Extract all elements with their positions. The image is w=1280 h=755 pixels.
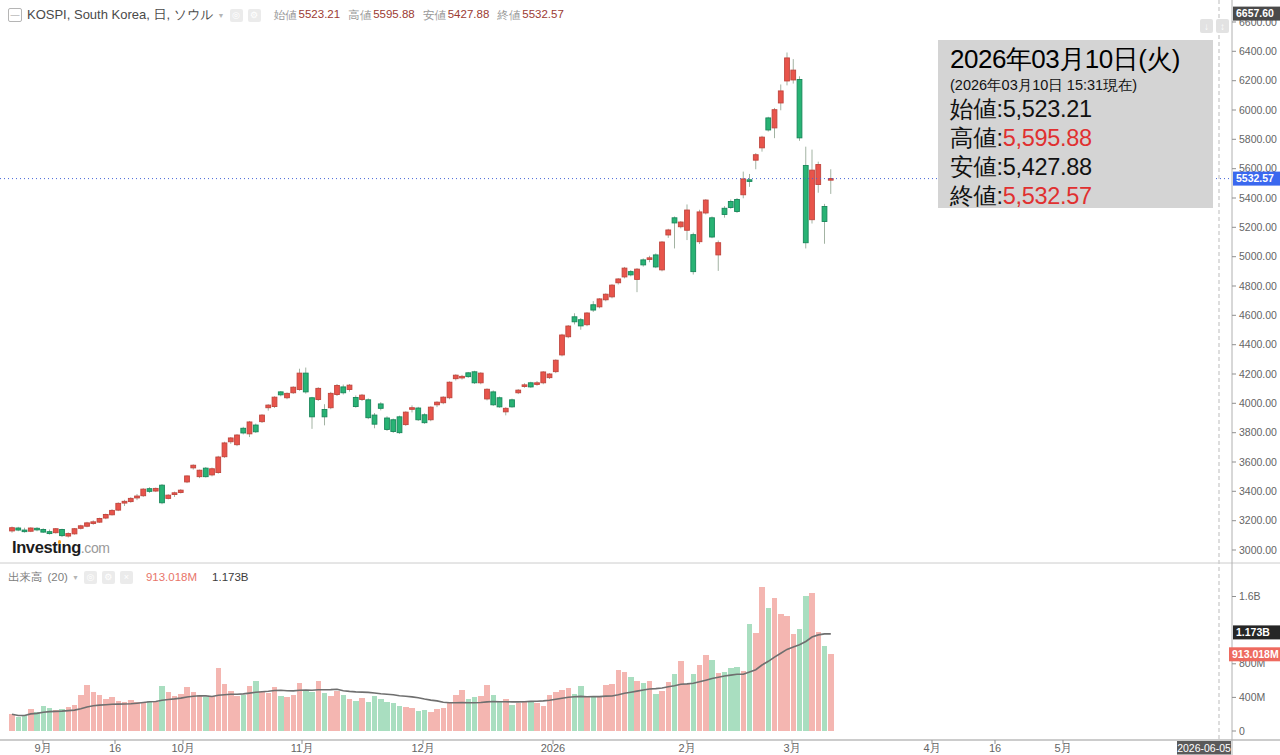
info-ohlc-row: 終値:5,532.57: [950, 182, 1207, 208]
gear-icon[interactable]: ⚙: [248, 9, 261, 22]
svg-text:1.6B: 1.6B: [1239, 590, 1261, 602]
investing-logo: Investıng.com: [12, 538, 110, 557]
svg-text:5月: 5月: [1054, 742, 1071, 754]
svg-text:6000.00: 6000.00: [1239, 104, 1277, 116]
svg-text:9月: 9月: [34, 742, 51, 754]
volume-indicator-label[interactable]: 出来高: [8, 570, 43, 585]
svg-text:3800.00: 3800.00: [1239, 426, 1277, 438]
svg-text:2026-06-05: 2026-06-05: [1177, 742, 1231, 754]
svg-text:2026: 2026: [541, 742, 565, 754]
chevron-down-icon[interactable]: ▼: [72, 574, 79, 581]
svg-text:6400.00: 6400.00: [1239, 45, 1277, 57]
collapse-pane-icon[interactable]: —: [8, 8, 22, 22]
svg-text:3600.00: 3600.00: [1239, 456, 1277, 468]
svg-text:5400.00: 5400.00: [1239, 192, 1277, 204]
axis-price-badge: 6657.60: [1233, 7, 1280, 21]
header-ohlc-pair: 終値5532.57: [497, 8, 564, 23]
gear-icon[interactable]: ⚙: [102, 571, 115, 584]
svg-text:11月: 11月: [291, 742, 313, 754]
svg-text:5532.57: 5532.57: [1236, 172, 1274, 184]
axis-date-badge: 2026-06-05: [1177, 741, 1231, 755]
svg-text:1.173B: 1.173B: [1236, 626, 1270, 638]
volume-ma-value: 1.173B: [212, 571, 248, 583]
svg-text:12月: 12月: [411, 742, 434, 754]
svg-text:5000.00: 5000.00: [1239, 250, 1277, 262]
info-ohlc-row: 高値:5,595.88: [950, 124, 1207, 153]
svg-text:400M: 400M: [1239, 691, 1265, 703]
scroll-reset-icon[interactable]: ↕: [1216, 19, 1229, 33]
svg-text:2月: 2月: [678, 742, 695, 754]
info-date-subtitle: (2026年03月10日 15:31現在): [950, 76, 1207, 95]
volume-indicator-header: 出来高 (20) ▼ ◎ ⚙ × 913.018M 1.173B: [8, 569, 249, 585]
svg-text:6200.00: 6200.00: [1239, 74, 1277, 86]
svg-text:5800.00: 5800.00: [1239, 133, 1277, 145]
svg-text:3月: 3月: [783, 742, 800, 754]
svg-text:3400.00: 3400.00: [1239, 485, 1277, 497]
svg-text:4400.00: 4400.00: [1239, 338, 1277, 350]
svg-text:4600.00: 4600.00: [1239, 309, 1277, 321]
svg-text:913.018M: 913.018M: [1232, 648, 1279, 660]
svg-text:10月: 10月: [171, 742, 194, 754]
volume-indicator-param: (20): [48, 571, 68, 583]
eye-icon[interactable]: ◎: [84, 571, 97, 584]
svg-text:6657.60: 6657.60: [1236, 7, 1274, 19]
axis-price-badge: 1.173B: [1233, 625, 1280, 639]
info-date-title: 2026年03月10日(火): [950, 42, 1207, 76]
info-ohlc-row: 安値:5,427.88: [950, 153, 1207, 182]
svg-text:3000.00: 3000.00: [1239, 544, 1277, 556]
info-ohlc-row: 始値:5,523.21: [950, 95, 1207, 124]
svg-text:4200.00: 4200.00: [1239, 368, 1277, 380]
svg-text:16: 16: [109, 742, 121, 754]
svg-text:3200.00: 3200.00: [1239, 514, 1277, 526]
header-ohlc-values: 始値5523.21 高値5595.88 安値5427.88 終値5532.57: [266, 7, 564, 23]
axis-price-badge: 913.018M: [1229, 647, 1280, 661]
ohlc-info-panel: 2026年03月10日(火) (2026年03月10日 15:31現在) 始値:…: [938, 40, 1213, 208]
svg-text:0: 0: [1239, 725, 1245, 737]
instrument-title[interactable]: KOSPI, South Korea, 日, ソウル: [27, 6, 214, 24]
svg-text:16: 16: [989, 742, 1001, 754]
axis-price-badge: 5532.57: [1233, 172, 1280, 186]
header-ohlc-pair: 始値5523.21: [274, 8, 341, 23]
scroll-down-icon[interactable]: ↓: [1200, 19, 1213, 33]
svg-text:4月: 4月: [923, 742, 940, 754]
instrument-header: — KOSPI, South Korea, 日, ソウル ▼ ◎ ⚙ 始値552…: [8, 6, 564, 24]
close-icon[interactable]: ×: [120, 571, 133, 584]
eye-icon[interactable]: ◎: [230, 9, 243, 22]
chevron-down-icon[interactable]: ▼: [218, 12, 225, 19]
svg-text:4800.00: 4800.00: [1239, 280, 1277, 292]
svg-text:5200.00: 5200.00: [1239, 221, 1277, 233]
header-ohlc-pair: 安値5427.88: [423, 8, 490, 23]
svg-text:4000.00: 4000.00: [1239, 397, 1277, 409]
header-ohlc-pair: 高値5595.88: [348, 8, 415, 23]
current-volume-value: 913.018M: [146, 571, 197, 583]
